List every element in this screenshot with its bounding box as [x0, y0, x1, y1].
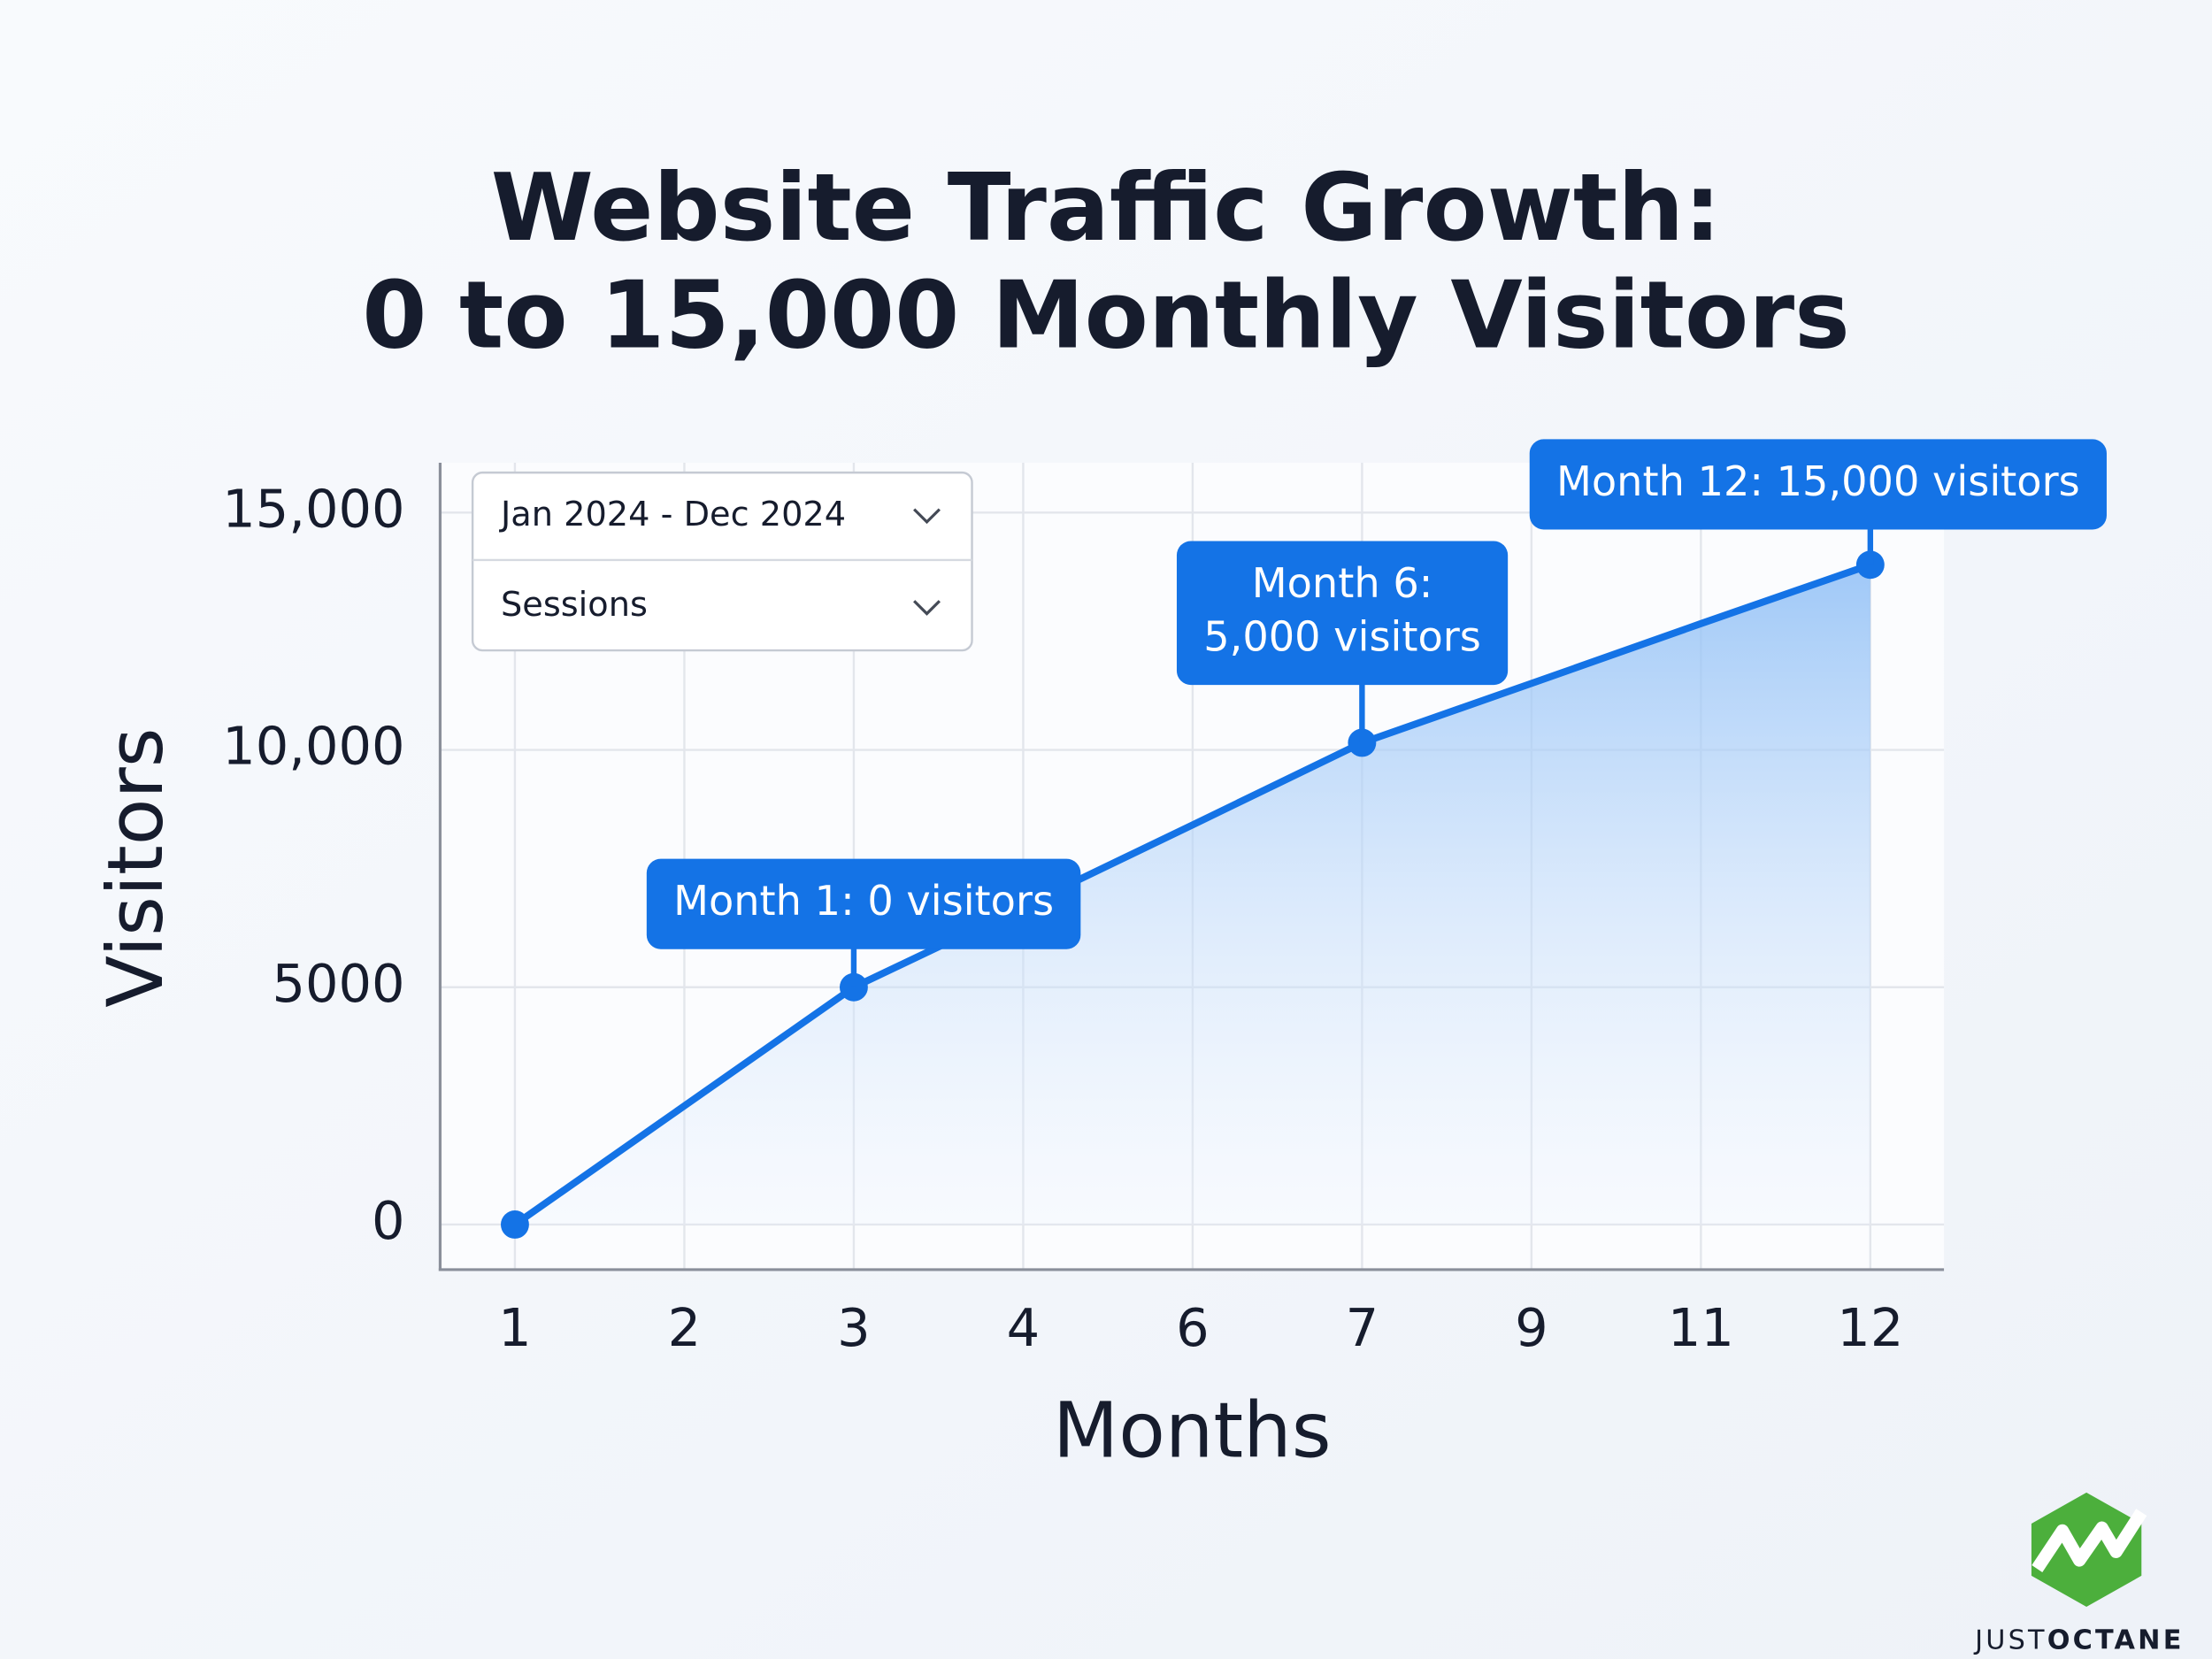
logo-mark [2032, 1509, 2147, 1572]
marks [501, 550, 1885, 1239]
dropdown-text[interactable]: Sessions [501, 585, 648, 625]
x-tick-label: 11 [1668, 1297, 1734, 1358]
x-tick-label: 3 [837, 1297, 871, 1358]
brand-part: OCTANE [2047, 1624, 2185, 1655]
dropdown-panel: Jan 2024 - Dec 2024 Sessions [471, 471, 973, 652]
annotation-box [1176, 541, 1509, 686]
annotations: Month 1: 0 visitors Month 6: 5,000 visitor… [646, 439, 2107, 987]
line [512, 561, 1872, 1228]
data-point [501, 1210, 529, 1239]
chevron[interactable] [913, 508, 941, 525]
x-tick-label: 7 [1346, 1297, 1379, 1358]
metric-dropdown[interactable]: Sessions [501, 585, 941, 625]
area [514, 565, 1870, 1225]
brand-logo: JUSTOCTANE [1973, 1492, 2184, 1655]
chevron[interactable] [913, 600, 941, 616]
chart-title: Website Traffic Growth: [491, 153, 1721, 262]
dropdown-box [471, 471, 973, 652]
y-tick-label: 5000 [272, 953, 404, 1014]
x-tick-label: 12 [1837, 1297, 1903, 1358]
x-axis-label: Months [1053, 1387, 1332, 1476]
annotation-box [1529, 439, 2107, 530]
y-tick-label: 15,000 [222, 478, 404, 539]
date-range-dropdown[interactable]: Jan 2024 - Dec 2024 [499, 495, 941, 534]
annotation: Month 12: 15,000 visitors [1529, 439, 2107, 565]
y-tick-label: 10,000 [222, 716, 404, 777]
x-tick-label: 2 [668, 1297, 702, 1358]
annotation-text: Month 6: [1252, 559, 1433, 607]
brand-name: JUSTOCTANE [1973, 1624, 2184, 1655]
x-tick-label: 6 [1176, 1297, 1210, 1358]
annotation-text: Month 12: 15,000 visitors [1556, 457, 2080, 505]
y-axis-label: Visitors [92, 727, 180, 1007]
x-tick-label: 4 [1007, 1297, 1041, 1358]
annotation-text: 5,000 visitors [1203, 613, 1481, 661]
annotation-box [646, 858, 1081, 949]
brand-part: JUST [1973, 1624, 2047, 1655]
annotation-text: Month 1: 0 visitors [673, 877, 1054, 925]
x-tick-label: 1 [498, 1297, 532, 1358]
x-tick-label: 9 [1515, 1297, 1548, 1358]
annotation: Month 1: 0 visitors [646, 858, 1081, 987]
y-tick-label: 0 [372, 1190, 405, 1251]
dropdown-text[interactable]: Jan 2024 - Dec 2024 [499, 495, 846, 534]
annotation: Month 6: 5,000 visitors [1176, 541, 1509, 743]
chart-title: 0 to 15,000 Monthly Visitors [362, 260, 1850, 369]
